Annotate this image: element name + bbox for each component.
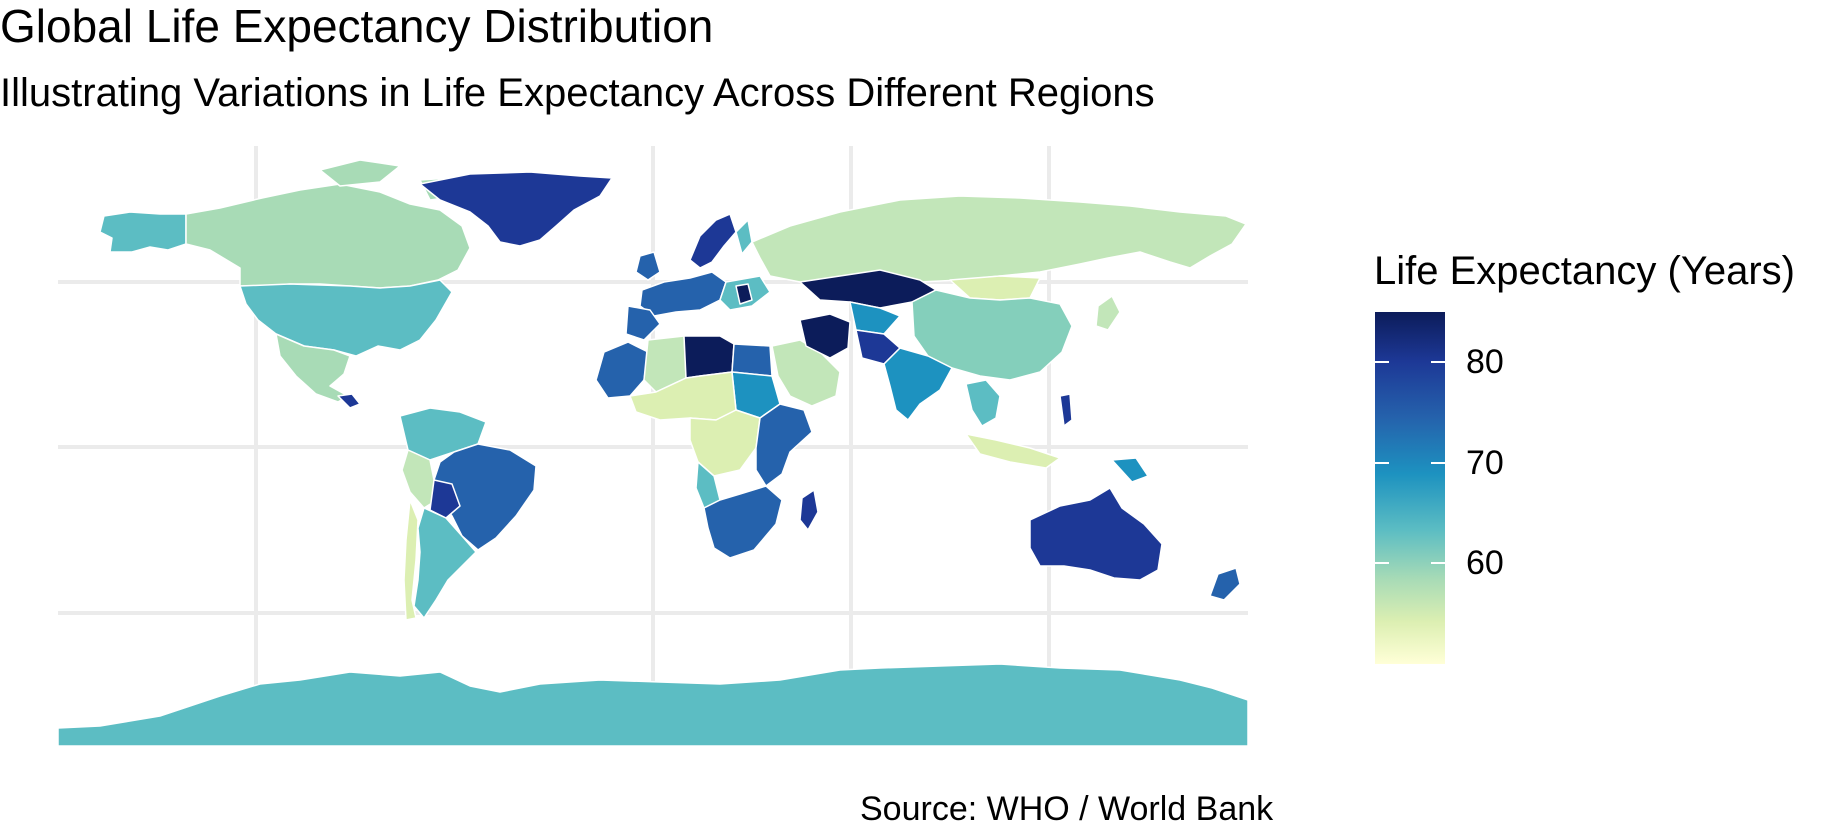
legend-tick-mark <box>1375 461 1389 464</box>
region-alaska <box>99 211 187 253</box>
legend-tick-mark <box>1431 461 1445 464</box>
region-egypt <box>731 343 773 377</box>
region-indonesia <box>965 433 1061 469</box>
region-argentina <box>413 507 477 619</box>
region-madagascar <box>799 489 819 531</box>
region-iran <box>799 313 851 359</box>
region-central-america <box>337 393 361 409</box>
region-greenland <box>419 171 613 247</box>
region-iberia <box>625 305 661 341</box>
region-uk <box>635 251 661 281</box>
legend-tick-label: 80 <box>1466 343 1504 382</box>
legend-tick-label: 70 <box>1466 443 1504 482</box>
legend-colorbar <box>1375 312 1445 664</box>
region-antarctica <box>57 663 1249 747</box>
region-russia <box>751 195 1247 285</box>
region-canada <box>185 183 471 289</box>
region-southeast-asia <box>965 379 1001 427</box>
chart-title: Global Life Expectancy Distribution <box>0 0 714 52</box>
region-philippines <box>1059 393 1073 427</box>
region-mexico <box>275 333 351 403</box>
chart-caption: Source: WHO / World Bank <box>860 790 1274 828</box>
region-southern-africa <box>703 485 783 559</box>
region-scandinavia <box>689 213 737 269</box>
chart-subtitle: Illustrating Variations in Life Expectan… <box>0 71 1155 115</box>
region-papua <box>1111 457 1149 483</box>
region-central-asia <box>849 301 901 335</box>
region-bolivia <box>429 479 461 519</box>
legend-tick-mark <box>1375 562 1389 565</box>
region-balkans <box>735 283 753 305</box>
region-japan <box>1095 295 1121 331</box>
region-central-africa <box>689 409 761 477</box>
region-india <box>883 347 953 421</box>
legend-title: Life Expectancy (Years) <box>1374 249 1795 293</box>
legend-tick-mark <box>1375 361 1389 364</box>
region-australia <box>1029 487 1163 581</box>
region-chile <box>403 499 419 621</box>
region-libya <box>683 335 735 379</box>
region-new-zealand <box>1209 567 1241 601</box>
legend-tick-mark <box>1431 361 1445 364</box>
legend-tick-mark <box>1431 562 1445 565</box>
region-west-africa <box>595 341 649 399</box>
region-finland <box>735 219 753 255</box>
legend-tick-label: 60 <box>1466 544 1504 583</box>
region-east-africa <box>755 403 813 487</box>
region-united-states <box>239 279 453 357</box>
